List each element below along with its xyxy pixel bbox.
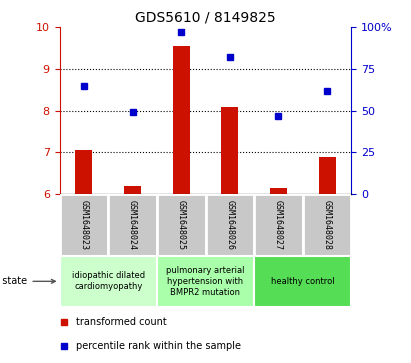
Text: GSM1648028: GSM1648028 xyxy=(323,200,332,250)
Bar xyxy=(319,156,336,194)
Text: disease state: disease state xyxy=(0,276,55,286)
Bar xyxy=(157,194,206,256)
Bar xyxy=(270,188,287,194)
Bar xyxy=(254,194,303,256)
Text: healthy control: healthy control xyxy=(271,277,335,286)
Bar xyxy=(303,194,351,256)
Text: pulmonary arterial
hypertension with
BMPR2 mutation: pulmonary arterial hypertension with BMP… xyxy=(166,266,245,297)
Bar xyxy=(108,194,157,256)
Bar xyxy=(60,194,108,256)
Bar xyxy=(157,256,254,307)
Bar xyxy=(254,256,351,307)
Bar xyxy=(221,107,238,194)
Bar xyxy=(173,46,190,194)
Bar xyxy=(75,150,92,194)
Text: transformed count: transformed count xyxy=(76,317,167,327)
Text: GSM1648026: GSM1648026 xyxy=(225,200,234,250)
Text: GSM1648025: GSM1648025 xyxy=(177,200,186,250)
Text: percentile rank within the sample: percentile rank within the sample xyxy=(76,341,241,351)
Text: GSM1648023: GSM1648023 xyxy=(79,200,88,250)
Bar xyxy=(60,256,157,307)
Text: GSM1648027: GSM1648027 xyxy=(274,200,283,250)
Text: GSM1648024: GSM1648024 xyxy=(128,200,137,250)
Text: idiopathic dilated
cardiomyopathy: idiopathic dilated cardiomyopathy xyxy=(72,271,145,291)
Bar xyxy=(124,186,141,194)
Bar xyxy=(206,194,254,256)
Title: GDS5610 / 8149825: GDS5610 / 8149825 xyxy=(135,11,276,25)
